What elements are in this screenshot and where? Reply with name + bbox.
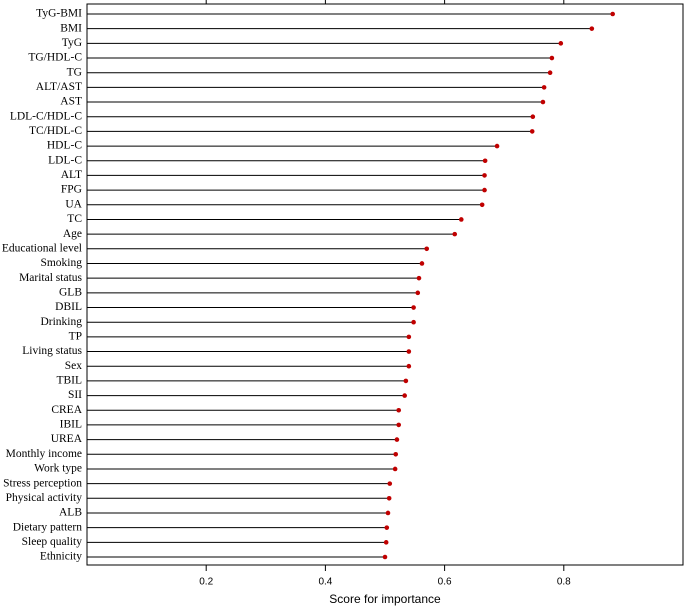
dot [482,158,488,164]
category-label: TG [67,66,82,78]
dot [406,334,412,340]
plot-frame [86,3,684,566]
category-label: Stress perception [3,477,82,489]
dot [549,55,555,61]
category-label: LDL-C/HDL-C [10,110,83,122]
category-label: SII [68,389,82,401]
dot [482,173,487,178]
dot [458,217,464,222]
dot [406,349,412,354]
category-label: BMI [60,22,82,34]
dot [419,261,425,266]
dot [387,481,393,486]
x-tick-label: 0.4 [318,577,332,588]
dot [558,41,564,46]
x-tick-label: 0.8 [557,577,571,588]
dot [494,143,500,149]
category-label: Educational level [2,242,82,254]
category-label: TC/HDL-C [29,125,82,137]
category-label: DBIL [55,301,82,313]
dot [529,129,535,134]
x-tick-label: 0.6 [438,577,452,588]
category-label: TP [69,331,82,343]
dot [541,85,547,90]
category-label: FPG [61,184,82,196]
dot [402,393,407,398]
dot [424,246,430,252]
category-label: UA [65,198,82,210]
dot [384,525,390,530]
dot [394,437,400,442]
category-label: UREA [51,433,83,445]
dot [411,319,416,325]
category-label: Marital status [19,272,82,284]
category-label: ALT/AST [36,81,82,93]
category-label: Age [63,228,82,240]
category-label: Monthly income [6,448,82,460]
category-label: TyG-BMI [36,8,82,20]
dot [482,187,487,193]
dot [411,305,416,310]
dot [452,231,458,237]
x-axis-label: Score for importance [329,592,441,606]
dot [385,510,391,516]
category-label: AST [60,96,82,108]
category-label: CREA [51,404,82,416]
dot [386,495,392,501]
dot [392,466,398,472]
dot [406,363,412,369]
dot [383,540,389,545]
category-label: LDL-C [48,154,82,166]
category-label: TyG [62,37,82,49]
dot [382,554,388,560]
dot [479,202,485,208]
category-label: TBIL [56,375,82,387]
dot [589,26,595,31]
dot [396,407,402,413]
category-label: Sex [65,360,83,372]
category-label: HDL-C [47,140,82,152]
dot [530,114,536,120]
category-label: Living status [22,345,82,357]
category-label: Smoking [40,257,82,269]
dot [547,70,553,76]
category-label: Drinking [40,316,82,328]
dot [396,422,402,428]
dot [403,378,409,384]
dot [416,275,422,281]
category-label: Physical activity [6,492,83,504]
x-tick-label: 0.2 [199,577,213,588]
category-label: Work type [34,463,82,475]
category-label: Sleep quality [22,536,83,548]
category-label: Dietary pattern [13,521,83,533]
category-label: TC [67,213,82,225]
category-label: ALT [61,169,82,181]
category-label: IBIL [60,419,82,431]
dot [610,11,615,17]
category-label: TG/HDL-C [28,52,82,64]
category-label: Ethnicity [40,551,82,563]
dot [540,99,546,105]
dot [393,451,399,457]
category-label: GLB [59,286,82,298]
category-label: ALB [59,507,82,519]
dot [415,290,421,296]
